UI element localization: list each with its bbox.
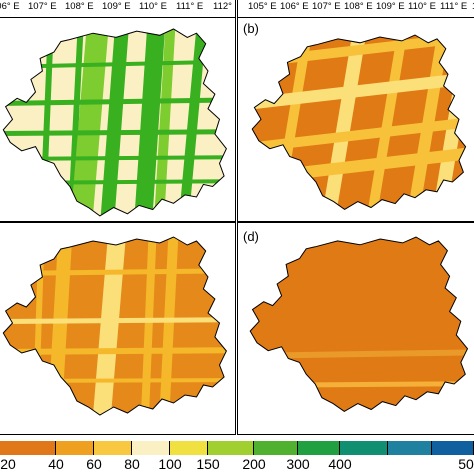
- longitude-axis-a: 106° E 107° E 108° E 109° E 110° E 111° E 112°…: [0, 0, 235, 18]
- colorbar-tick-label: 20: [0, 456, 16, 472]
- map-d-svg: [249, 236, 469, 412]
- track-band: [3, 317, 227, 324]
- longitude-tick-label: 106° E: [280, 1, 309, 12]
- swath-band: [89, 237, 127, 415]
- track-band: [3, 155, 227, 161]
- map-panel-d: (d): [237, 222, 474, 435]
- longitude-tick-label: 110° E: [408, 1, 436, 12]
- longitude-axis-b: 105° E 106° E 107° E 108° E 109° E 110° E 111°…: [238, 0, 474, 18]
- colorbar-tick-label: 40: [48, 456, 64, 472]
- longitude-tick-label: 108° E: [65, 1, 94, 12]
- region-boundary: [2, 28, 227, 217]
- panel-label-d: (d): [243, 229, 259, 244]
- map-b-svg: [251, 34, 467, 210]
- swath-band: [153, 29, 177, 216]
- track-band: [3, 129, 227, 136]
- swath-band: [139, 237, 157, 415]
- map-panel-a: 106° E 107° E 108° E 109° E 110° E 111° E 112°…: [0, 0, 236, 222]
- longitude-tick-label: 108° E: [344, 1, 373, 12]
- colorbar-segment: [94, 441, 132, 455]
- longitude-tick-label: 107° E: [312, 1, 341, 12]
- colorbar-tick-label: 50: [458, 456, 474, 472]
- colorbar-tick-label: 100: [158, 456, 182, 472]
- colorbar-segment: [432, 441, 474, 455]
- longitude-tick-label: 109° E: [102, 1, 131, 12]
- colorbar: [0, 441, 474, 455]
- colorbar-segment: [208, 441, 254, 455]
- longitude-tick-label: 111° E: [440, 1, 468, 12]
- swath-band: [99, 29, 131, 216]
- region-boundary: [251, 34, 467, 210]
- track-band: [250, 349, 468, 359]
- colorbar-segment: [0, 441, 56, 455]
- colorbar-segment: [56, 441, 94, 455]
- map-panel-c: [0, 222, 236, 435]
- colorbar-labels: 20 40 60 80 100 150 200 300 400 50: [0, 456, 474, 474]
- longitude-tick-label: 109° E: [376, 1, 405, 12]
- colorbar-tick-label: 400: [328, 456, 352, 472]
- colorbar-tick-label: 150: [196, 456, 220, 472]
- colorbar-segment: [254, 441, 298, 455]
- longitude-tick-label: 105° E: [248, 1, 277, 12]
- swath-band: [133, 29, 167, 216]
- map-panel-b: 105° E 106° E 107° E 108° E 109° E 110° E 111°…: [237, 0, 474, 222]
- swath-band: [363, 35, 413, 210]
- map-region-fill: [250, 237, 468, 412]
- longitude-tick-label: 107° E: [28, 1, 57, 12]
- colorbar-segment: [298, 441, 340, 455]
- track-band: [252, 114, 466, 154]
- swath-band: [67, 29, 85, 216]
- swath-band: [69, 29, 111, 216]
- map-c-svg: [2, 236, 227, 416]
- colorbar-tick-label: 200: [242, 456, 266, 472]
- longitude-tick-label: 112° E: [472, 1, 474, 12]
- colorbar-segment: [388, 441, 432, 455]
- longitude-tick-label: 106° E: [0, 1, 20, 12]
- panel-label-b: (b): [243, 21, 259, 36]
- colorbar-tick-label: 60: [86, 456, 102, 472]
- region-boundary: [2, 236, 227, 416]
- swath-band: [318, 35, 372, 210]
- track-band: [3, 97, 227, 106]
- track-band: [3, 59, 227, 69]
- colorbar-tick-label: 80: [124, 456, 140, 472]
- map-a-svg: [2, 28, 227, 217]
- track-band: [3, 268, 227, 276]
- longitude-tick-label: 112° E: [213, 1, 235, 12]
- colorbar-segment: [132, 441, 170, 455]
- longitude-tick-label: 111° E: [176, 1, 204, 12]
- track-band: [252, 69, 466, 111]
- longitude-tick-label: 110° E: [139, 1, 167, 12]
- region-boundary: [249, 236, 469, 412]
- map-base-fill: [250, 237, 468, 412]
- map-region-fill: [3, 237, 227, 415]
- colorbar-segment: [170, 441, 208, 455]
- colorbar-tick-label: 300: [286, 456, 310, 472]
- track-band: [3, 347, 227, 355]
- colorbar-segment: [340, 441, 388, 455]
